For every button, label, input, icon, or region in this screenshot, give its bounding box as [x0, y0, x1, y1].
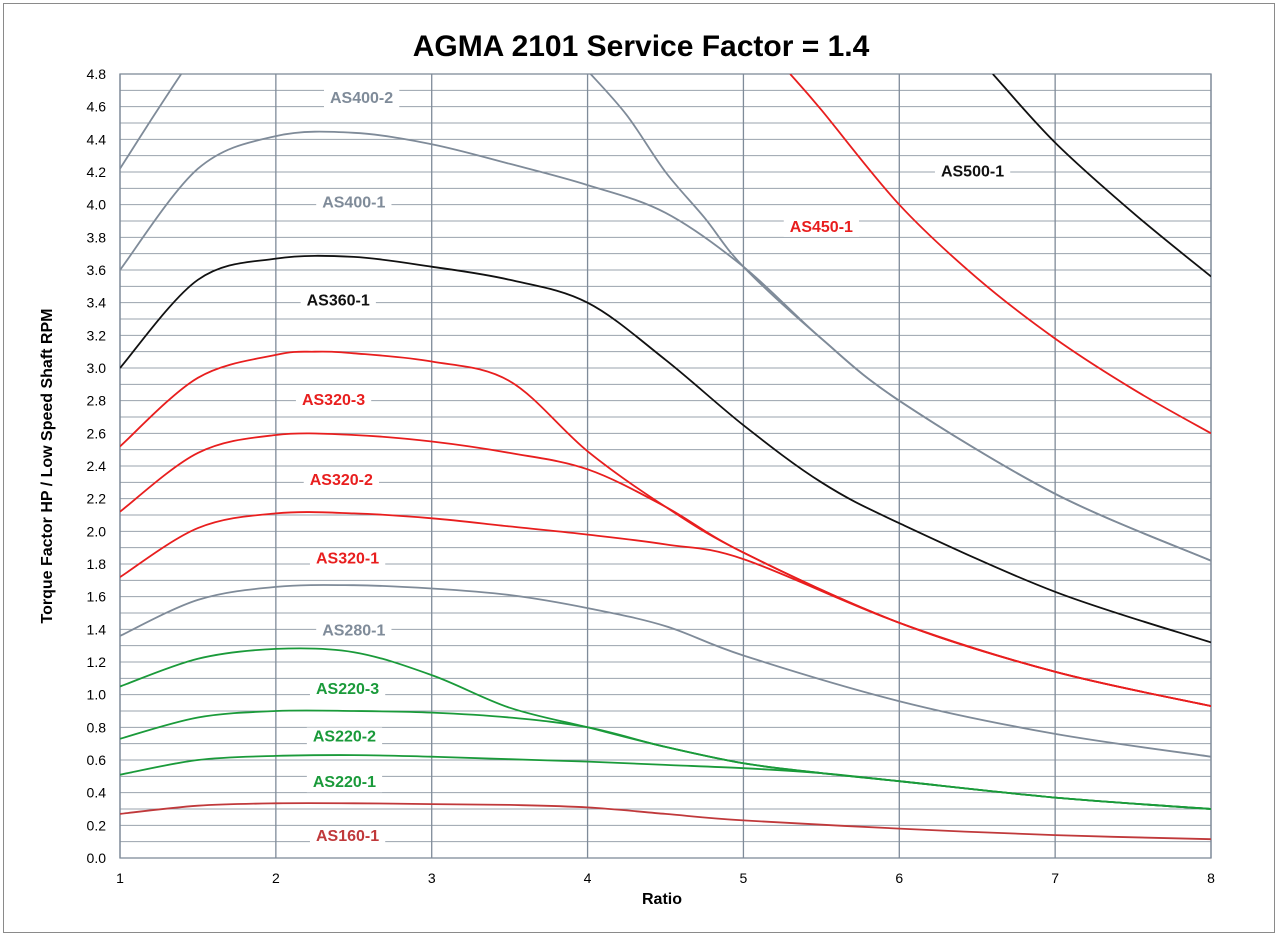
chart-title: AGMA 2101 Service Factor = 1.4: [413, 30, 870, 63]
svg-text:AS220-3: AS220-3: [316, 681, 379, 698]
y-tick-label: 4.2: [87, 164, 107, 180]
y-tick-label: 4.4: [87, 131, 107, 147]
series-label-as320-2: AS320-2: [303, 471, 379, 491]
plot-border: [119, 73, 1212, 859]
series-label-as500-1: AS500-1: [934, 162, 1011, 182]
series-label-background: [309, 827, 386, 847]
x-tick-label: 7: [1051, 870, 1059, 886]
y-tick-label: 4.8: [87, 66, 107, 82]
series-label-background: [306, 773, 383, 793]
series-label-as220-2: AS220-2: [306, 727, 383, 747]
y-tick-label: 3.8: [87, 229, 107, 245]
svg-text:AS360-1: AS360-1: [307, 292, 370, 309]
x-tick-label: 3: [428, 870, 436, 886]
y-tick-label: 2.6: [87, 425, 107, 441]
y-tick-label: 3.4: [87, 295, 107, 311]
svg-text:AS220-2: AS220-2: [313, 729, 376, 746]
series-label-as450-1: AS450-1: [783, 217, 860, 237]
y-tick-label: 2.4: [87, 458, 107, 474]
x-tick-label: 8: [1207, 870, 1215, 886]
series-label-background: [295, 391, 372, 411]
series-label-background: [324, 88, 400, 108]
series-line-as400-2: [120, 74, 183, 170]
series-label-as220-1: AS220-1: [306, 773, 383, 793]
series-label-as220-3: AS220-3: [309, 680, 386, 700]
series-line-as160-1: [120, 802, 1211, 841]
series-labels: AS400-2 AS400-1 AS360-1 AS320-3 AS320-2 AS320…: [295, 88, 1011, 847]
y-tick-label: 2.0: [87, 523, 107, 539]
y-tick-label: 0.4: [87, 785, 107, 801]
series-line-as450-1: [789, 74, 1211, 435]
svg-text:AS400-2: AS400-2: [330, 90, 393, 107]
y-tick-label: 1.8: [87, 556, 107, 572]
svg-text:AS400-1: AS400-1: [322, 194, 385, 211]
series-label-as320-3: AS320-3: [295, 391, 372, 411]
y-tick-label: 4.6: [87, 99, 107, 115]
series-label-background: [316, 621, 392, 641]
y-tick-label: 0.6: [87, 752, 107, 768]
series-label-background: [934, 162, 1011, 182]
x-axis-label: Ratio: [642, 891, 682, 908]
series-line-as220-3: [120, 647, 1211, 810]
series-label-background: [306, 727, 383, 747]
y-tick-label: 0.8: [87, 719, 107, 735]
y-tick-label: 3.6: [87, 262, 107, 278]
series-line-as360-1: [120, 254, 1211, 644]
grid: [119, 73, 1212, 859]
svg-text:AS320-1: AS320-1: [316, 550, 379, 567]
y-tick-label: 1.4: [87, 621, 107, 637]
svg-text:AS280-1: AS280-1: [322, 622, 385, 639]
y-tick-label: 0.0: [87, 850, 107, 866]
y-axis-label: Torque Factor HP / Low Speed Shaft RPM: [39, 309, 56, 624]
series-line-as280-1: [120, 584, 1211, 758]
svg-text:AS220-1: AS220-1: [313, 774, 376, 791]
series-line-as320-3: [120, 350, 1211, 707]
x-tick-label: 1: [116, 870, 124, 886]
y-tick-label: 2.8: [87, 393, 107, 409]
series-line-as400-2-segment: [589, 74, 1211, 562]
series-label-background: [309, 680, 386, 700]
series-label-as360-1: AS360-1: [300, 291, 376, 311]
series-label-background: [309, 549, 386, 569]
svg-text:AS450-1: AS450-1: [790, 219, 853, 236]
x-tick-label: 6: [895, 870, 903, 886]
y-tick-label: 1.0: [87, 687, 107, 703]
x-tick-label: 4: [584, 870, 592, 886]
series-label-background: [303, 471, 379, 491]
series-label-as400-2: AS400-2: [324, 88, 400, 108]
series-label-background: [783, 217, 860, 237]
y-tick-label: 1.2: [87, 654, 107, 670]
x-tick-label: 5: [740, 870, 748, 886]
y-tick-label: 2.2: [87, 491, 107, 507]
y-tick-label: 3.2: [87, 327, 107, 343]
series-line-as500-1: [992, 74, 1211, 278]
y-tick-label: 3.0: [87, 360, 107, 376]
x-tick-label: 2: [272, 870, 280, 886]
series-label-as280-1: AS280-1: [316, 621, 392, 641]
series-label-background: [316, 193, 392, 213]
series-label-as320-1: AS320-1: [309, 549, 386, 569]
svg-text:AS160-1: AS160-1: [316, 828, 379, 845]
tick-labels: 0.0 0.2 0.4 0.6 0.8 1.0 1.2 1.4 1.6 1.8 2.0 2.2 2.4 2…: [87, 66, 1216, 886]
svg-text:AS500-1: AS500-1: [941, 163, 1004, 180]
svg-text:AS320-2: AS320-2: [310, 472, 373, 489]
series-label-as160-1: AS160-1: [309, 827, 386, 847]
y-tick-label: 4.0: [87, 197, 107, 213]
y-tick-label: 1.6: [87, 589, 107, 605]
y-tick-label: 0.2: [87, 817, 107, 833]
series-label-as400-1: AS400-1: [316, 193, 392, 213]
series-label-background: [300, 291, 376, 311]
svg-text:AS320-3: AS320-3: [302, 392, 365, 409]
series-lines: [120, 74, 1211, 841]
chart-frame: [3, 3, 1275, 933]
